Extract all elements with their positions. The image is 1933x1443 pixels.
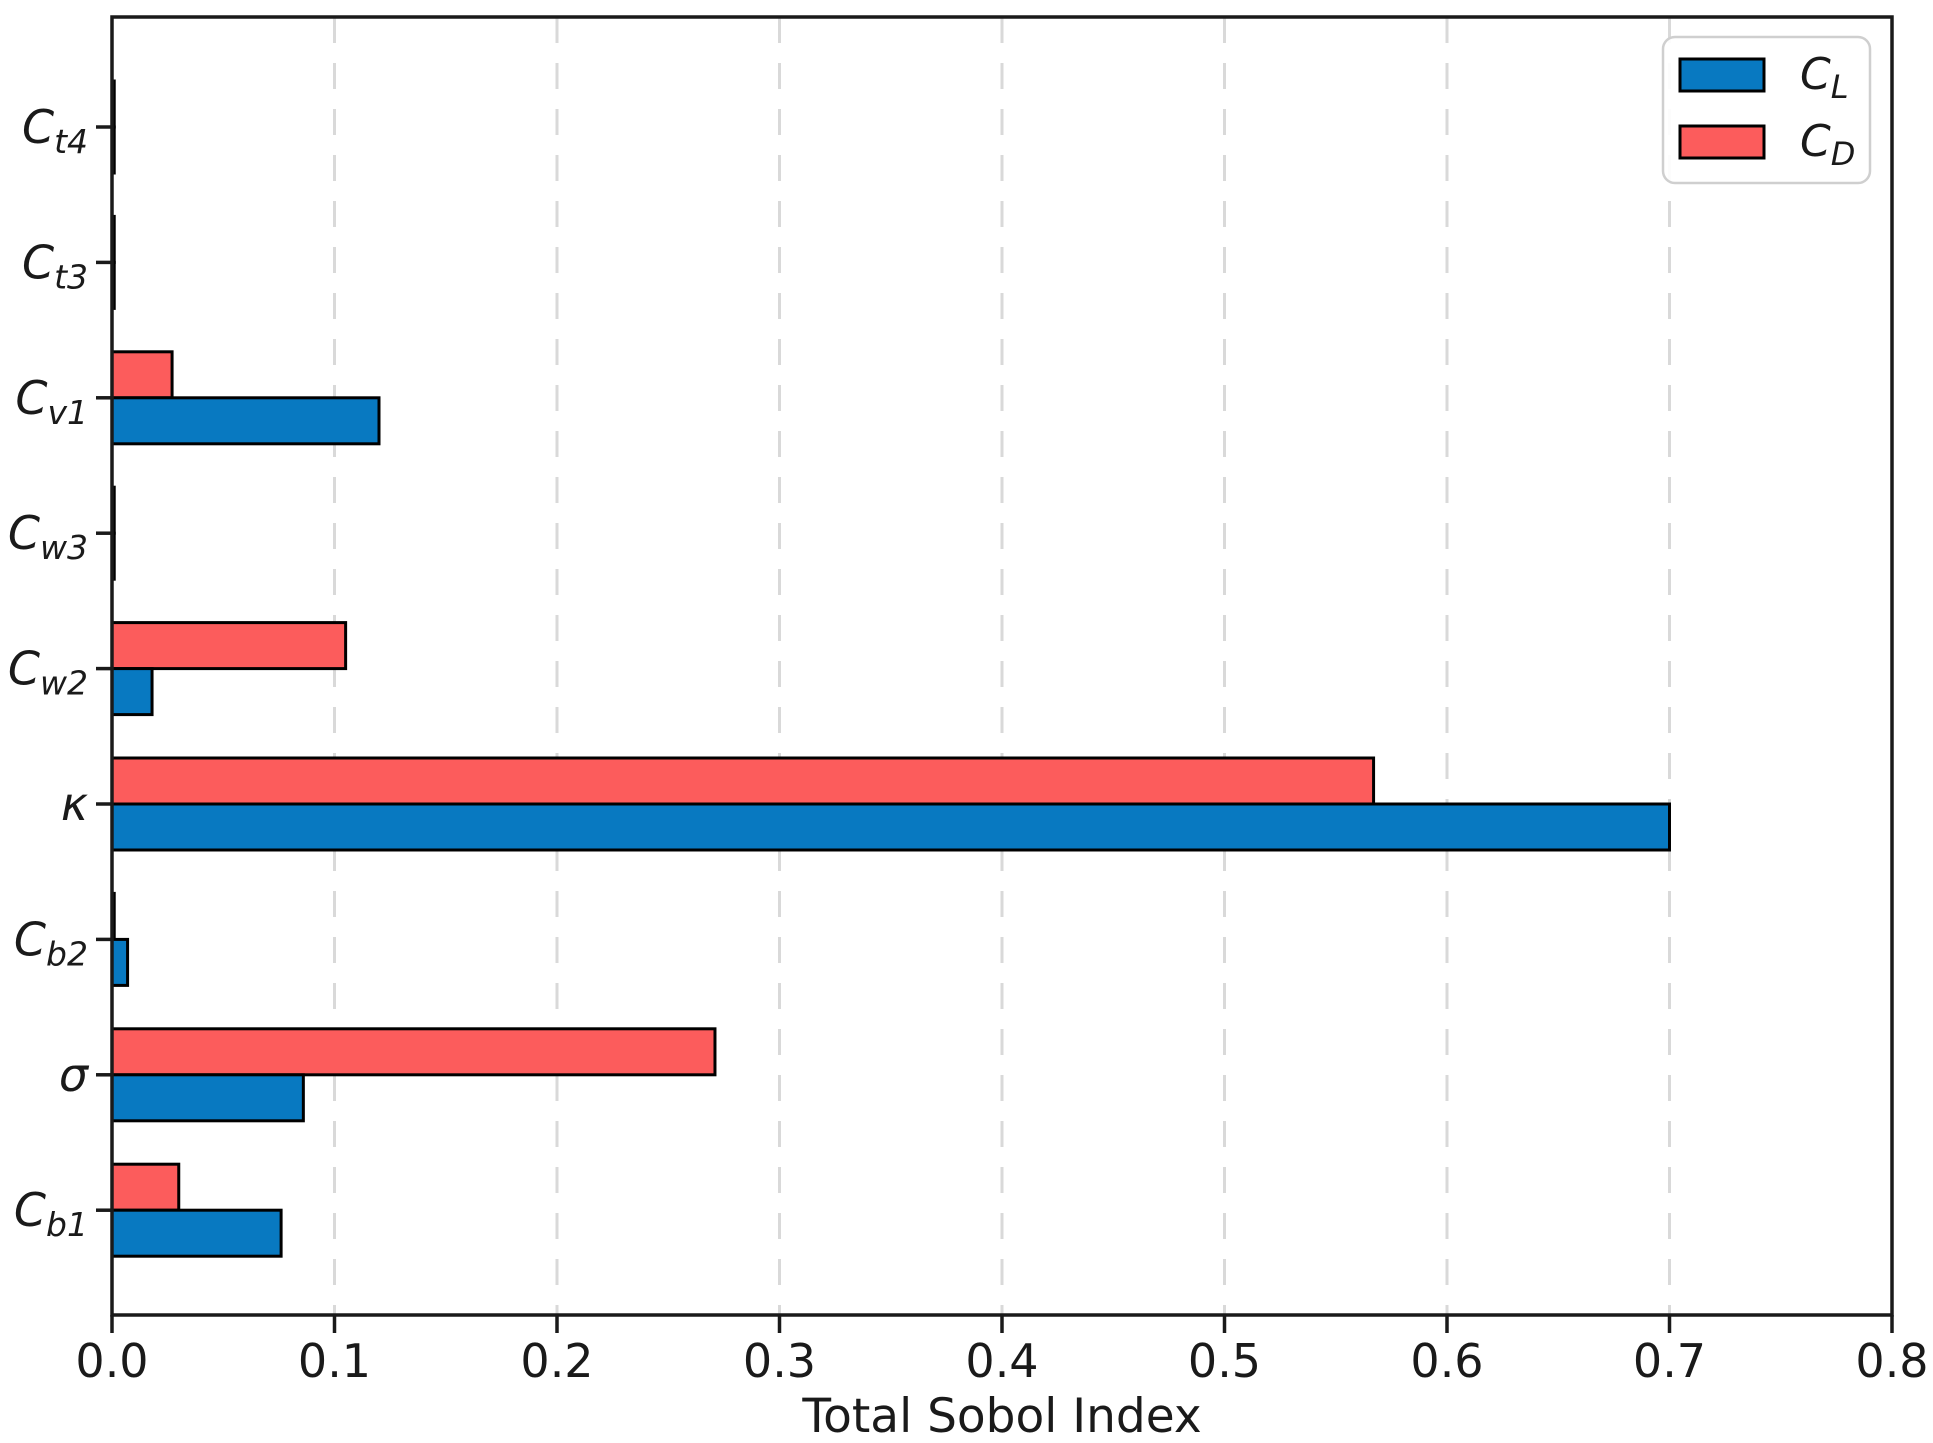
y-tick-label: Cw2 [8, 642, 88, 703]
x-axis-label: Total Sobol Index [801, 1389, 1201, 1439]
y-tick-label: Ct4 [22, 100, 88, 161]
y-tick-label: σ [59, 1048, 90, 1102]
bar-cl-Cb2 [110, 937, 130, 987]
bar-cl-κ [110, 802, 1671, 852]
y-tick-label: Cb2 [14, 912, 88, 973]
y-tick-label: Cw3 [8, 506, 88, 567]
bar-cl-Cv1 [110, 396, 381, 446]
bar-cd-Cv1 [110, 350, 174, 400]
x-tick-label: 0.0 [75, 1334, 148, 1388]
x-tick-label: 0.3 [743, 1334, 816, 1388]
y-tick-label: Ct3 [22, 235, 88, 296]
bar-cd-κ [110, 756, 1376, 806]
legend-swatch-CD [1678, 124, 1766, 160]
bar-cl-σ [110, 1073, 305, 1123]
y-tick-label: κ [61, 777, 88, 831]
bar-cd-σ [110, 1027, 717, 1077]
x-tick-label: 0.5 [1188, 1334, 1261, 1388]
bar-cl-Cb1 [110, 1208, 283, 1258]
legend-label-CD: CD [1800, 116, 1855, 173]
y-tick-label: Cb1 [14, 1183, 88, 1244]
legend-swatch-CL [1678, 57, 1766, 93]
legend-label-CL: CL [1800, 49, 1849, 106]
legend: CL CD [1661, 35, 1872, 185]
bar-cl-Cw2 [110, 667, 154, 717]
x-tick-label: 0.7 [1633, 1334, 1706, 1388]
x-tick-label: 0.4 [965, 1334, 1038, 1388]
x-tick-label: 0.1 [298, 1334, 371, 1388]
bar-cd-Cb1 [110, 1162, 181, 1212]
x-tick-label: 0.8 [1855, 1334, 1928, 1388]
bar-cd-Cw2 [110, 621, 348, 671]
x-tick-label: 0.6 [1410, 1334, 1483, 1388]
x-tick-label: 0.2 [520, 1334, 593, 1388]
y-tick-label: Cv1 [15, 371, 88, 432]
